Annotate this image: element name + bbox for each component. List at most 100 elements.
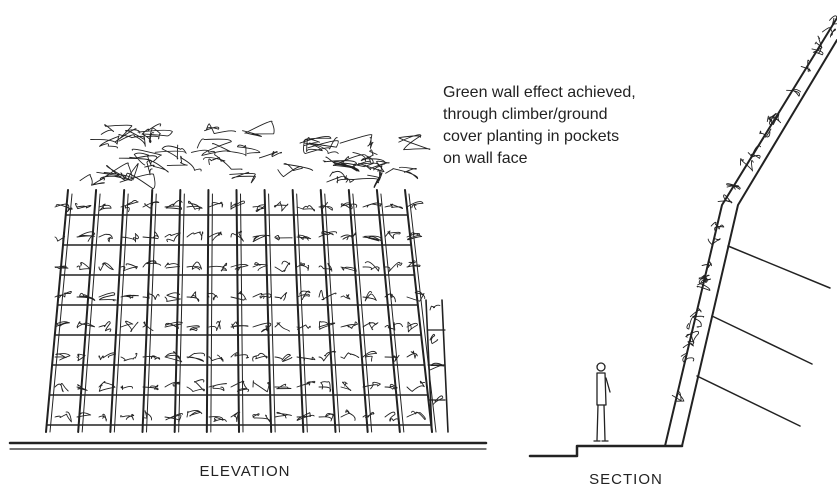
leaf-scribble [121, 295, 138, 298]
leaf-scribble [165, 322, 183, 328]
leaf-scribble [55, 412, 71, 422]
leaf-scribble [341, 353, 359, 359]
section-label: SECTION [589, 471, 663, 488]
leaf-scribble [187, 410, 202, 417]
leaf-scribble [143, 261, 161, 267]
leaf-scribble [99, 353, 116, 360]
leaf-scribble [209, 202, 223, 207]
leaf-scribble [356, 161, 389, 171]
leaf-scribble [253, 235, 270, 242]
leaf-scribble [275, 261, 290, 271]
leaf-scribble [278, 164, 313, 177]
leaf-scribble [672, 392, 684, 401]
leaf-scribble [363, 412, 374, 417]
leaf-scribble [385, 204, 403, 209]
leaf-scribble [167, 156, 201, 171]
leaf-scribble [130, 149, 162, 162]
leaf-scribble [99, 263, 113, 271]
anchor [697, 376, 800, 426]
leaf-scribble [99, 293, 116, 301]
anchor [728, 246, 830, 288]
leaf-scribble [119, 153, 151, 166]
leaf-scribble [430, 305, 440, 310]
leaf-scribble [187, 353, 205, 361]
leaf-scribble [274, 202, 288, 211]
leaf-scribble [209, 417, 226, 422]
annotation-line: on wall face [443, 150, 528, 167]
leaf-scribble [231, 264, 248, 270]
annotation-line: cover planting in pockets [443, 128, 619, 145]
leaf-scribble [815, 36, 822, 47]
wall-back [682, 40, 837, 446]
leaf-scribble [187, 326, 199, 331]
leaf-scribble [253, 381, 270, 392]
leaf-scribble [187, 201, 202, 210]
leaf-scribble [55, 322, 70, 327]
leaf-scribble [407, 202, 423, 210]
leaf-scribble [341, 295, 350, 300]
leaf-scribble [363, 382, 380, 389]
leaf-scribble [407, 411, 425, 419]
annotation-line: Green wall effect achieved, [443, 84, 636, 101]
leaf-scribble [430, 334, 438, 343]
post [211, 194, 213, 432]
leaf-scribble [407, 322, 417, 332]
leaf-scribble [275, 293, 287, 301]
leaf-scribble [253, 263, 267, 271]
leaf-scribble [231, 322, 248, 328]
leaf-scribble [341, 382, 351, 390]
leaf-scribble [297, 206, 315, 211]
leaf-scribble [75, 203, 90, 208]
leaf-scribble [209, 158, 242, 170]
ground-line [530, 446, 682, 456]
leaf-scribble [207, 293, 217, 300]
leaf-scribble [297, 381, 315, 387]
leaf-scribble [363, 262, 379, 271]
leaf-scribble [363, 322, 378, 329]
leaf-scribble [230, 172, 256, 182]
leaf-scribble [259, 152, 281, 158]
leaf-scribble [99, 414, 107, 421]
leaf-scribble [205, 124, 236, 134]
leaf-scribble [386, 167, 418, 178]
leaf-scribble [187, 232, 203, 240]
leaf-scribble [354, 170, 382, 188]
leaf-scribble [297, 263, 309, 271]
leaf-scribble [121, 386, 133, 390]
leaf-scribble [101, 125, 136, 142]
leaf-scribble [275, 384, 291, 389]
leaf-scribble [741, 159, 754, 171]
post [50, 194, 72, 432]
person [594, 363, 610, 441]
post [241, 194, 244, 432]
leaf-scribble [319, 382, 331, 392]
leaf-scribble [77, 262, 90, 269]
post [325, 194, 340, 432]
elevation-drawing [10, 190, 486, 449]
leaf-scribble [430, 363, 444, 370]
leaf-scribble [231, 201, 245, 209]
leaf-scribble [55, 232, 65, 241]
leaf-scribble [121, 234, 138, 242]
leaf-scribble [55, 266, 68, 268]
leaf-scribble [275, 354, 292, 361]
annotation-line: through climber/ground [443, 106, 608, 123]
leaf-scribble [363, 236, 381, 241]
leaf-scribble [187, 380, 204, 392]
leaf-scribble [327, 176, 354, 183]
leaf-scribble [243, 121, 275, 136]
leaf-scribble [341, 322, 358, 329]
leaf-scribble [385, 412, 399, 421]
leaf-scribble [231, 353, 248, 358]
elevation-label: ELEVATION [200, 463, 291, 480]
leaf-scribble [121, 414, 134, 419]
leaf-scribble [209, 232, 222, 240]
leaf-scribble [407, 351, 417, 358]
leaf-scribble [297, 291, 310, 300]
leaf-scribble [227, 145, 260, 156]
leaf-scribble [197, 139, 231, 156]
leaf-scribble [143, 322, 153, 331]
leaf-scribble [363, 291, 376, 300]
leaf-scribble [340, 135, 373, 149]
leaf-scribble [319, 351, 336, 361]
